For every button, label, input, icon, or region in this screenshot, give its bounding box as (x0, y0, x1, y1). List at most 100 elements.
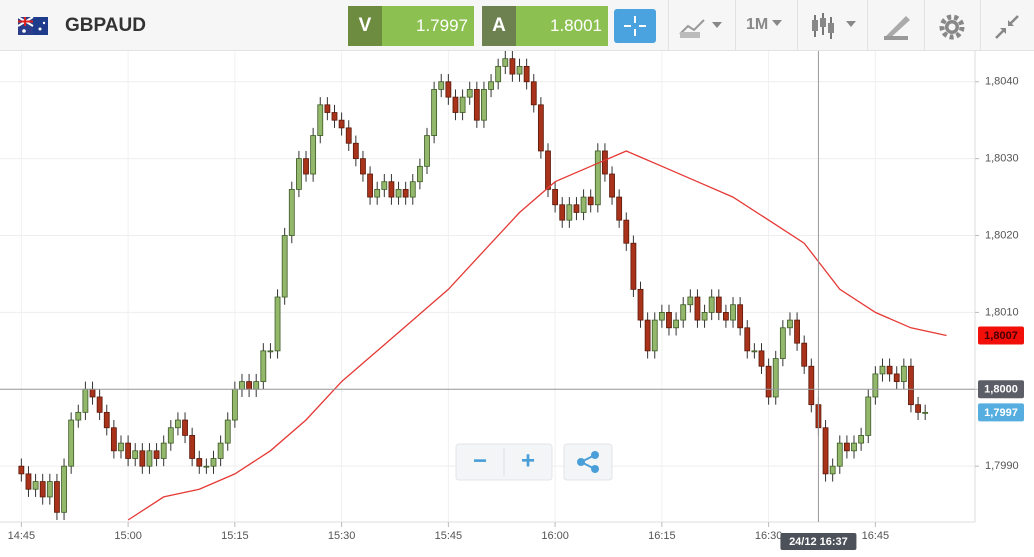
y-tick-label: 1,8020 (985, 229, 1019, 241)
candle-body (566, 204, 573, 221)
candle-body (530, 81, 537, 106)
candle-body (893, 373, 900, 383)
candle-body (794, 319, 800, 344)
candle-body (189, 435, 196, 459)
candle-body (424, 135, 430, 167)
price-label: 1,8007 (984, 330, 1018, 342)
candle-body (260, 350, 267, 383)
y-tick-label: 1,8010 (985, 306, 1019, 318)
x-tick-label: 15:15 (221, 530, 249, 542)
x-tick-label: 15:00 (114, 530, 142, 542)
candle-body (836, 442, 843, 467)
candle-body (317, 104, 324, 136)
candle-body (537, 104, 544, 152)
candle-body (296, 158, 302, 190)
candle-body (352, 142, 359, 160)
candle-style-button[interactable] (810, 9, 860, 43)
separator (668, 0, 669, 50)
candle-body (829, 465, 836, 475)
candle-body (452, 96, 459, 113)
candle-body (210, 458, 217, 467)
candle-body (715, 296, 722, 313)
chart-type-button[interactable] (676, 12, 726, 42)
candle-body (267, 350, 274, 353)
x-tick-label: 14:45 (8, 530, 36, 542)
separator (980, 0, 981, 50)
candle-body (374, 188, 381, 198)
candle-body (331, 112, 338, 121)
zoom-out-button[interactable]: − (473, 447, 487, 474)
candle-body (153, 450, 160, 459)
candle-body (822, 427, 829, 475)
candle-body (644, 319, 651, 352)
crosshair-button[interactable] (614, 9, 656, 43)
candle-body (630, 242, 637, 290)
candle-body (466, 89, 473, 98)
candle-body (203, 465, 210, 468)
crosshair-time-box (780, 533, 857, 550)
candle-body (922, 411, 929, 414)
x-tick-label: 16:15 (648, 530, 676, 542)
candle-body (616, 196, 623, 221)
candle-body (495, 65, 502, 83)
collapse-button[interactable] (992, 12, 1022, 42)
timeframe-button[interactable]: 1M (746, 16, 769, 33)
candle-body (46, 481, 53, 498)
zoom-in-button[interactable]: + (521, 447, 535, 474)
candle-body (54, 481, 60, 513)
candle-body (801, 342, 808, 367)
candle-body (552, 188, 559, 206)
candle-body (338, 119, 345, 129)
drawing-tools-button[interactable] (882, 12, 912, 42)
candle-body (779, 327, 786, 359)
candle-body (253, 381, 260, 390)
x-tick-label: 16:00 (541, 530, 569, 542)
candle-body (723, 312, 729, 321)
candle-body (886, 365, 893, 375)
flag-icon (18, 17, 48, 35)
candle-body (758, 350, 765, 367)
settings-button[interactable] (937, 12, 967, 42)
candle-body (908, 365, 914, 406)
candle-body (858, 435, 865, 444)
candle-body (587, 196, 594, 206)
candle-body (744, 327, 751, 352)
candle-body (103, 411, 110, 429)
x-tick-label: 16:45 (862, 530, 890, 542)
candle-body (360, 158, 366, 175)
candle-body (132, 450, 139, 459)
buy-button[interactable]: A 1.8001 (482, 6, 608, 46)
candle-body (217, 442, 224, 459)
candle-body (765, 365, 772, 398)
candle-body (345, 127, 352, 144)
candle-body (473, 89, 480, 121)
price-label: 1,8000 (984, 384, 1018, 396)
candle-body (96, 396, 103, 413)
candle-body (658, 312, 665, 321)
sell-button[interactable]: V 1.7997 (348, 6, 474, 46)
candle-body (431, 89, 438, 136)
candle-body (39, 481, 46, 498)
x-tick-label: 15:30 (328, 530, 356, 542)
candle-body (324, 104, 331, 113)
price-label: 1,7997 (984, 407, 1018, 419)
candle-body (865, 396, 872, 436)
candle-body (32, 481, 39, 490)
separator (924, 0, 925, 50)
candle-body (310, 135, 317, 175)
dropdown-arrow (772, 20, 782, 26)
candle-body (118, 442, 124, 452)
candle-body (609, 173, 615, 198)
candle-body (160, 442, 167, 459)
share-icon (577, 451, 599, 473)
candle-body (545, 150, 551, 190)
price-label-box (978, 326, 1024, 345)
candle-body (488, 81, 494, 90)
candle-body (75, 411, 82, 421)
x-tick-label: 16:30 (755, 530, 783, 542)
candle-body (239, 381, 245, 390)
candle-body (772, 358, 779, 398)
candle-body (559, 204, 566, 221)
candle-body (623, 219, 630, 244)
share-button[interactable] (563, 443, 613, 481)
